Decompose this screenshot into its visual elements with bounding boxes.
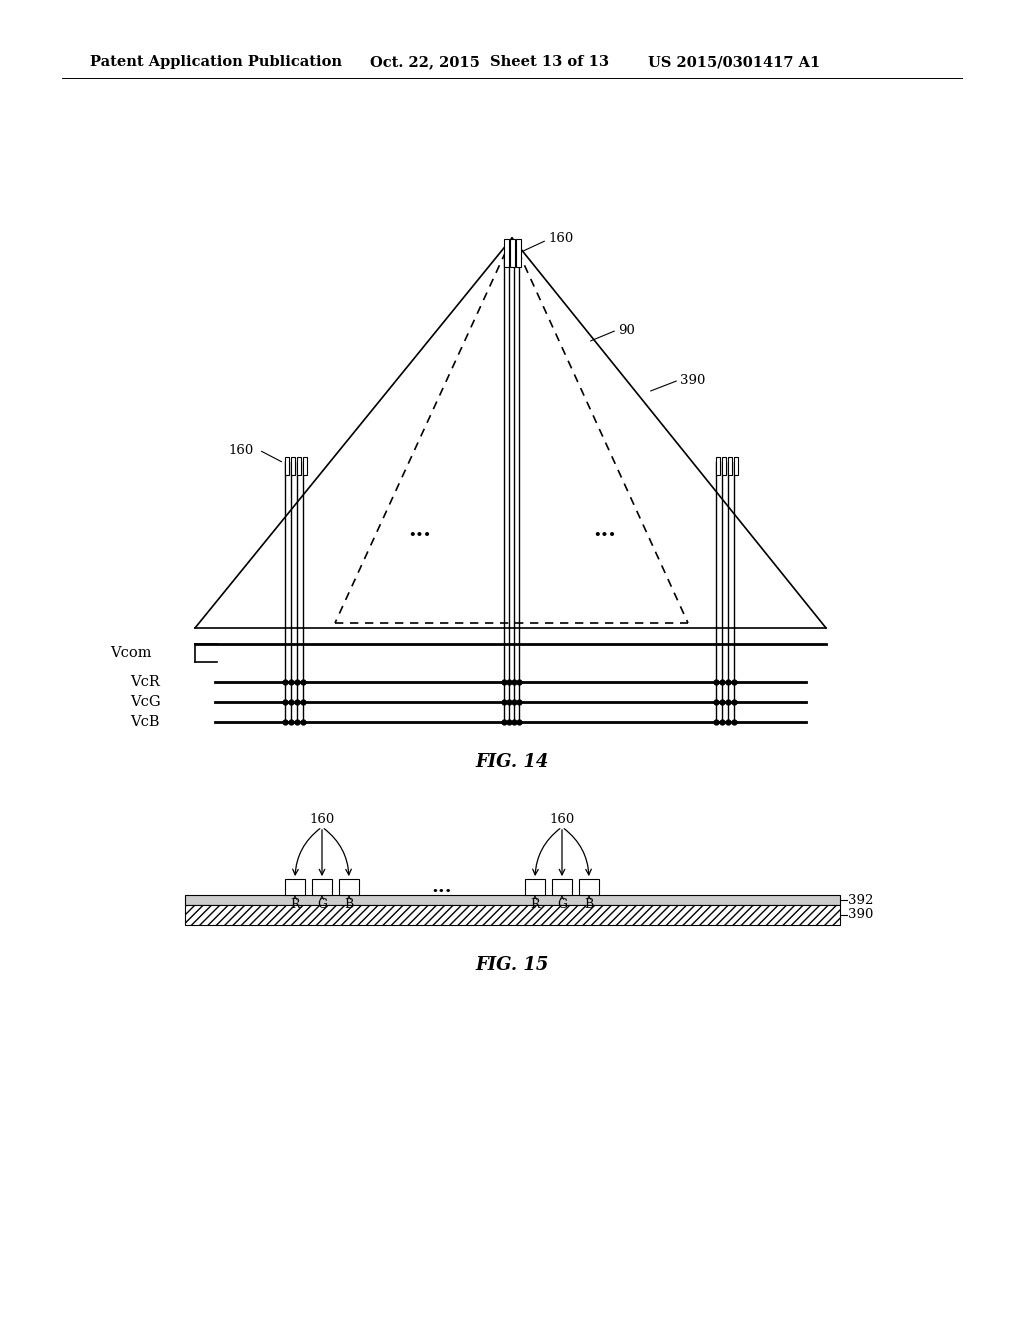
Text: Vcom: Vcom xyxy=(110,645,152,660)
Bar xyxy=(297,457,300,475)
Bar xyxy=(579,879,599,895)
Text: FIG. 15: FIG. 15 xyxy=(475,956,549,974)
Text: B: B xyxy=(344,898,353,911)
Text: 90: 90 xyxy=(618,323,635,337)
Bar xyxy=(312,879,332,895)
Text: G: G xyxy=(317,898,327,911)
Text: 390: 390 xyxy=(848,908,873,921)
Text: 160: 160 xyxy=(309,813,335,826)
Text: 392: 392 xyxy=(848,894,873,907)
Text: US 2015/0301417 A1: US 2015/0301417 A1 xyxy=(648,55,820,69)
Bar xyxy=(185,906,840,925)
Bar xyxy=(285,457,289,475)
Bar xyxy=(722,457,725,475)
Bar xyxy=(285,879,305,895)
Text: ...: ... xyxy=(432,878,453,896)
Bar xyxy=(504,239,509,267)
Text: VcG: VcG xyxy=(130,696,161,709)
Text: 160: 160 xyxy=(228,444,253,457)
Bar xyxy=(185,895,840,906)
Text: FIG. 14: FIG. 14 xyxy=(475,752,549,771)
Text: R: R xyxy=(290,898,300,911)
Text: 390: 390 xyxy=(680,374,706,387)
Text: R: R xyxy=(530,898,540,911)
Bar xyxy=(510,239,515,267)
Bar xyxy=(302,457,306,475)
Text: VcR: VcR xyxy=(130,675,160,689)
Bar xyxy=(339,879,359,895)
Text: G: G xyxy=(557,898,567,911)
Text: ...: ... xyxy=(409,519,431,541)
Text: Oct. 22, 2015: Oct. 22, 2015 xyxy=(370,55,480,69)
Text: 160: 160 xyxy=(548,231,573,244)
Bar xyxy=(291,457,295,475)
Text: Patent Application Publication: Patent Application Publication xyxy=(90,55,342,69)
Text: 160: 160 xyxy=(549,813,574,826)
Text: B: B xyxy=(585,898,594,911)
Text: ...: ... xyxy=(594,519,616,541)
Bar xyxy=(727,457,731,475)
Bar xyxy=(516,239,521,267)
Bar xyxy=(733,457,737,475)
Bar xyxy=(716,457,720,475)
Text: Sheet 13 of 13: Sheet 13 of 13 xyxy=(490,55,609,69)
Text: VcB: VcB xyxy=(130,715,160,729)
Bar xyxy=(525,879,545,895)
Bar xyxy=(552,879,572,895)
